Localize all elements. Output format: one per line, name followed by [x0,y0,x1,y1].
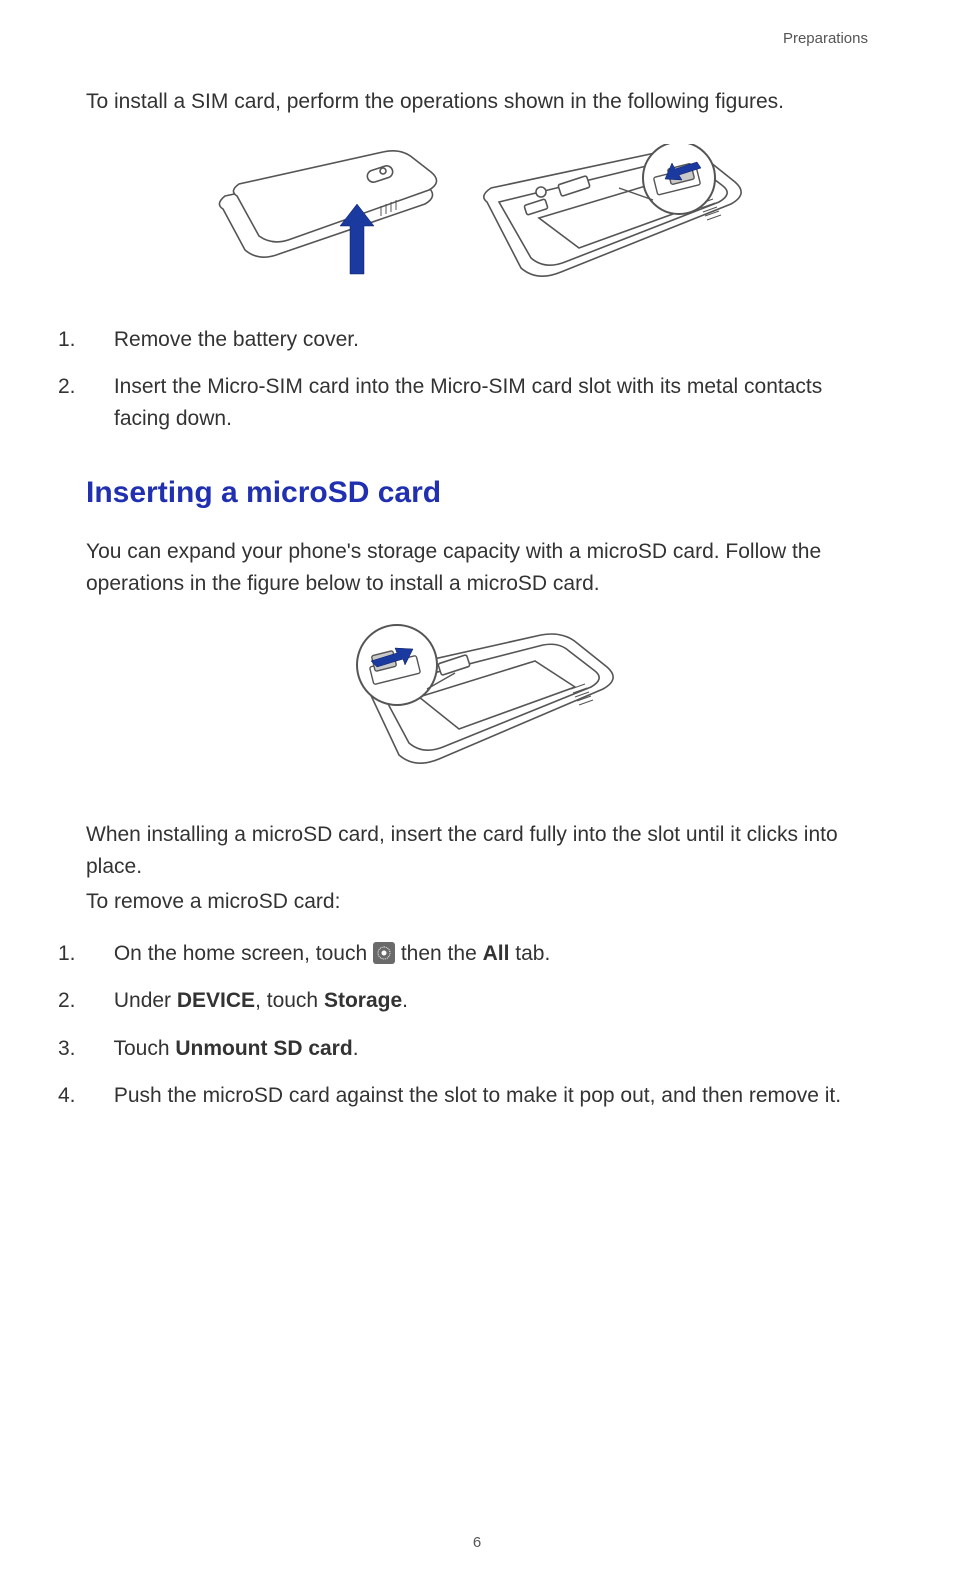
list-item: 2. Under DEVICE, touch Storage. [86,985,868,1017]
sd-note-click: When installing a microSD card, insert t… [86,819,868,882]
list-item: 4. Push the microSD card against the slo… [86,1080,868,1112]
step-text: Push the microSD card against the slot t… [114,1084,841,1107]
step-number: 1. [86,324,108,356]
step-number: 3. [86,1033,108,1065]
page: Preparations To install a SIM card, perf… [0,0,954,1577]
step-text: Touch Unmount SD card. [113,1037,358,1060]
figure-sim-install [86,144,868,294]
step-number: 4. [86,1080,108,1112]
step-text: Remove the battery cover. [114,328,359,351]
list-item: 1. On the home screen, touch then the Al… [86,938,868,970]
diagram-remove-cover [195,144,445,294]
list-item: 3. Touch Unmount SD card. [86,1033,868,1065]
diagram-insert-sim [469,144,759,294]
sd-note-remove: To remove a microSD card: [86,886,868,918]
content: To install a SIM card, perform the opera… [86,30,868,1112]
intro-sim: To install a SIM card, perform the opera… [86,86,868,118]
sd-remove-steps: 1. On the home screen, touch then the Al… [86,938,868,1112]
step-number: 1. [86,938,108,970]
step-text: Under DEVICE, touch Storage. [114,989,408,1012]
step-number: 2. [86,985,108,1017]
list-item: 1. Remove the battery cover. [86,324,868,356]
header-section-label: Preparations [783,30,868,47]
diagram-insert-microsd [327,619,627,789]
step-text: Insert the Micro-SIM card into the Micro… [114,375,822,430]
page-number: 6 [0,1534,954,1551]
intro-sd: You can expand your phone's storage capa… [86,536,868,599]
step-number: 2. [86,371,108,403]
section-heading-microsd: Inserting a microSD card [86,476,868,510]
settings-icon [373,942,395,964]
step-text: On the home screen, touch then the All t… [114,942,550,965]
list-item: 2. Insert the Micro-SIM card into the Mi… [86,371,868,434]
sim-steps: 1. Remove the battery cover. 2. Insert t… [86,324,868,435]
